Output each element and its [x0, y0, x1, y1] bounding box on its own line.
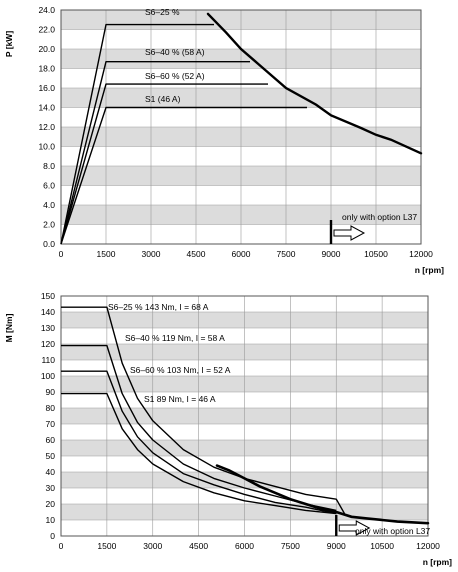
y-tick-label: 140 [41, 307, 55, 317]
series-line [60, 23, 214, 245]
x-tick-label: 7500 [277, 249, 296, 259]
x-tick-label: 12000 [416, 541, 440, 551]
x-axis-label: n [rpm] [415, 265, 444, 275]
torque-chart: 0 1500 3000 4500 6000 7500 9000 10500 12000 0 10 20… [4, 291, 452, 567]
x-tick-label: 9000 [322, 249, 341, 259]
arrow-right-icon [338, 520, 371, 536]
y-tick-label: 18.0 [38, 64, 55, 74]
y-tick-label: 10 [46, 515, 56, 525]
x-tick-label: 10500 [370, 541, 394, 551]
y-tick-label: 150 [41, 291, 55, 301]
y-tick-label: 22.0 [38, 25, 55, 35]
x-tick-label: 0 [59, 249, 64, 259]
y-tick-label: 60 [46, 435, 56, 445]
x-tick-label: 0 [59, 541, 64, 551]
series-label: S1 (46 A) [145, 94, 181, 104]
series-line [61, 392, 337, 515]
series-line [60, 61, 250, 245]
series-label: S6–40 % 119 Nm, I = 58 A [125, 333, 225, 343]
y-tick-label: 40 [46, 467, 56, 477]
y-tick-label: 70 [46, 419, 56, 429]
y-tick-label: 20.0 [38, 44, 55, 54]
y-tick-label: 20 [46, 499, 56, 509]
x-tick-label: 1500 [97, 541, 116, 551]
x-tick-label: 3000 [142, 249, 161, 259]
series-line [61, 370, 337, 515]
y-tick-label: 24.0 [38, 5, 55, 15]
y-tick-label: 10.0 [38, 142, 55, 152]
y-tick-label: 8.0 [43, 161, 55, 171]
y-axis-label: M [Nm] [4, 313, 14, 342]
x-tick-label: 6000 [232, 249, 251, 259]
y-tick-label: 130 [41, 323, 55, 333]
x-tick-label: 3000 [143, 541, 162, 551]
arrow-right-icon [333, 225, 366, 241]
option-note: only with option L37 [355, 526, 430, 536]
series-line [60, 83, 268, 245]
y-tick-label: 100 [41, 371, 55, 381]
series-line [61, 306, 347, 516]
y-axis-label: P [kW] [4, 31, 14, 57]
x-tick-label: 7500 [281, 541, 300, 551]
power-chart: 0 1500 3000 4500 6000 7500 9000 10500 12000 0.0 2.… [4, 5, 444, 275]
y-tick-label: 16.0 [38, 83, 55, 93]
x-tick-label: 9000 [327, 541, 346, 551]
series-line [60, 106, 307, 245]
series-label: S6–40 % (58 A) [145, 47, 205, 57]
y-tick-label: 6.0 [43, 181, 55, 191]
x-tick-label: 12000 [409, 249, 433, 259]
limit-curve [215, 464, 430, 525]
y-tick-label: 12.0 [38, 122, 55, 132]
plot-frame [60, 9, 422, 245]
series-label: S1 89 Nm, I = 46 A [144, 394, 216, 404]
y-tick-label: 110 [41, 355, 55, 365]
y-tick-label: 30 [46, 483, 56, 493]
x-tick-label: 1500 [97, 249, 116, 259]
y-tick-label: 0 [50, 531, 55, 541]
series-label: S6–25 % 143 Nm, I = 68 A [108, 302, 209, 312]
y-tick-label: 90 [46, 387, 56, 397]
series-label: S6–25 % [145, 7, 180, 17]
y-tick-label: 14.0 [38, 103, 55, 113]
y-tick-label: 0.0 [43, 239, 55, 249]
option-note: only with option L37 [342, 212, 417, 222]
plot-frame [60, 295, 429, 537]
x-tick-label: 10500 [364, 249, 388, 259]
y-tick-label: 120 [41, 339, 55, 349]
y-tick-label: 2.0 [43, 220, 55, 230]
x-axis-label: n [rpm] [423, 557, 452, 567]
y-tick-label: 4.0 [43, 200, 55, 210]
y-tick-label: 80 [46, 403, 56, 413]
limit-curve [206, 12, 423, 155]
x-tick-label: 4500 [189, 541, 208, 551]
x-tick-label: 6000 [235, 541, 254, 551]
series-line [61, 344, 337, 512]
series-label: S6–60 % 103 Nm, I = 52 A [130, 365, 231, 375]
x-tick-label: 4500 [187, 249, 206, 259]
series-label: S6–60 % (52 A) [145, 71, 205, 81]
y-tick-label: 50 [46, 451, 56, 461]
